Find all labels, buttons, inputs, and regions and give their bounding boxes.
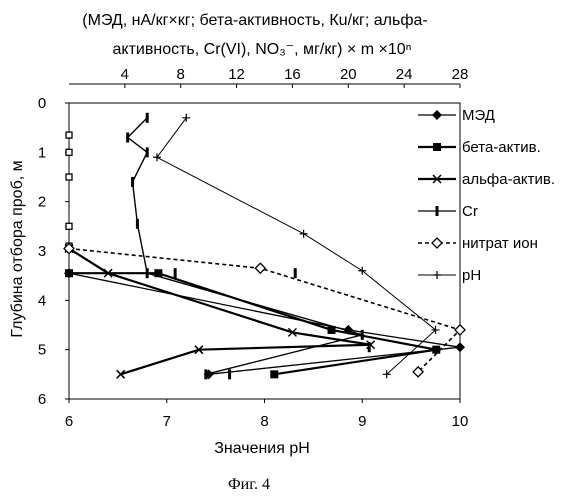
legend-label: МЭД: [462, 107, 495, 124]
cr-curve-marker: [136, 219, 139, 229]
cr-curve-marker: [126, 133, 129, 143]
data-point-marker: [65, 269, 73, 277]
series-2: [65, 245, 375, 379]
series-4: [64, 244, 465, 377]
top-tick-label: 4: [121, 66, 129, 83]
legend-marker: [432, 110, 442, 120]
x-tick-label: 8: [260, 413, 268, 430]
data-point-marker: [66, 132, 72, 138]
legend-label: нитрат ион: [462, 235, 538, 252]
x-axis-ticks: 6 7 8 9 10: [65, 399, 469, 430]
y-tick-label: 4: [38, 292, 46, 309]
series-5: [153, 114, 440, 379]
cr-curve-marker: [146, 113, 149, 123]
legend-marker: [433, 143, 441, 151]
legend-marker: [436, 206, 439, 216]
y-axis-ticks: 0 1 2 3 4 5 6: [38, 95, 69, 408]
legend-label: бета-актив.: [462, 139, 541, 156]
data-point-marker: [455, 342, 465, 352]
x-tick-label: 7: [163, 413, 171, 430]
legend-marker: [432, 238, 442, 248]
data-point-marker: [154, 269, 162, 277]
figure-caption: Фиг. 4: [228, 476, 270, 493]
top-title-line2: активность, Cr(VI), NO₃⁻, мг/кг) × m ×10…: [113, 41, 412, 58]
y-tick-label: 1: [38, 144, 46, 161]
data-point-marker: [300, 230, 308, 238]
top-tick-label: 8: [177, 66, 185, 83]
cr-curve-marker: [146, 147, 149, 157]
top-tick-label: 28: [452, 66, 469, 83]
legend-label: pH: [462, 267, 481, 284]
series-line: [69, 273, 436, 374]
series-line: [69, 249, 371, 375]
legend-label: альфа-актив.: [462, 171, 555, 188]
y-axis-label: Глубина отбора проб, м: [9, 160, 26, 337]
series-line-cr-curve: [128, 118, 363, 375]
data-point-marker: [432, 346, 440, 354]
data-point-marker: [174, 268, 177, 278]
data-point-marker: [228, 369, 231, 379]
legend-marker: [433, 271, 441, 279]
data-point-marker: [368, 342, 371, 352]
data-point-marker: [294, 268, 297, 278]
y-tick-label: 2: [38, 194, 46, 211]
top-tick-label: 12: [228, 66, 245, 83]
x-tick-label: 10: [452, 413, 469, 430]
data-point-marker: [328, 326, 336, 334]
data-point-marker: [270, 370, 278, 378]
x-axis-label: Значения pH: [214, 440, 310, 457]
data-point-marker: [66, 149, 72, 155]
top-axis-ticks: 4 8 12 16 20 24 28: [121, 66, 469, 88]
top-tick-label: 16: [284, 66, 301, 83]
x-tick-label: 9: [358, 413, 366, 430]
y-tick-label: 5: [38, 342, 46, 359]
x-tick-label: 6: [65, 413, 73, 430]
y-tick-label: 0: [38, 95, 46, 112]
data-point-marker: [66, 223, 72, 229]
data-point-marker: [66, 174, 72, 180]
y-tick-label: 3: [38, 243, 46, 260]
data-point-marker: [182, 114, 190, 122]
data-point-marker: [153, 153, 161, 161]
data-point-marker: [255, 263, 265, 273]
series-layer: [64, 113, 465, 380]
legend: МЭД бета-актив. альфа-актив. Cr нитрат ион pH: [418, 107, 555, 284]
legend-label: Cr: [462, 203, 478, 220]
top-tick-label: 24: [396, 66, 413, 83]
top-tick-label: 20: [340, 66, 357, 83]
cr-curve-marker: [131, 177, 134, 187]
y-tick-label: 6: [38, 391, 46, 408]
top-title-line1: (МЭД, нА/кг×кг; бета-активность, Кu/кг; …: [82, 12, 427, 29]
